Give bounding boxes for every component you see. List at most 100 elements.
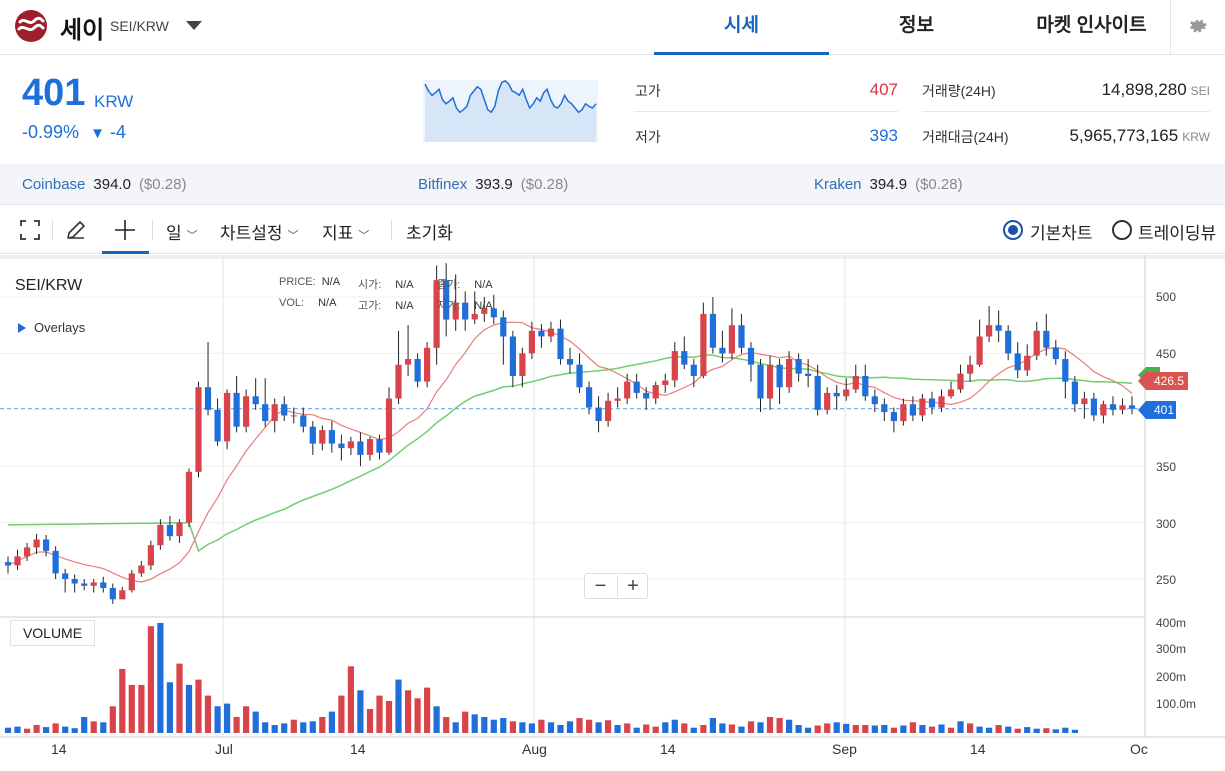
chart-symbol: SEI/KRW: [15, 277, 83, 294]
candlestick-chart[interactable]: [0, 255, 1225, 771]
candle-body: [347, 441, 354, 449]
candle: [1071, 375, 1078, 413]
x-tick: 14: [51, 741, 67, 757]
candle: [586, 381, 593, 415]
volume-bar: [243, 706, 250, 733]
candle-body: [128, 573, 135, 591]
overlays-toggle[interactable]: Overlays: [18, 320, 85, 335]
candle-body: [538, 330, 545, 337]
candle: [138, 560, 145, 577]
interval-dropdown[interactable]: 일 ﹀: [166, 219, 198, 244]
basic-chart-radio[interactable]: [1003, 220, 1023, 240]
chevron-down-icon[interactable]: [186, 21, 202, 30]
candle: [376, 434, 383, 460]
zoom-in-button[interactable]: +: [617, 575, 648, 597]
volume-bar: [157, 623, 164, 733]
volume-bar: [81, 717, 88, 733]
volume-bar: [71, 728, 78, 733]
candle-body: [1109, 404, 1117, 410]
basic-chart-label[interactable]: 기본차트: [1030, 224, 1093, 243]
volume-bar: [357, 690, 364, 733]
tab-market-insight[interactable]: 마켓 인사이트: [1036, 15, 1147, 36]
volume-bar: [204, 695, 212, 733]
tab-info[interactable]: 정보: [899, 15, 934, 36]
candle-body: [319, 430, 326, 444]
candle: [309, 421, 316, 455]
candle: [405, 325, 412, 376]
volume-bar: [919, 725, 926, 733]
candle: [576, 353, 583, 393]
volume-bar: [1052, 729, 1059, 733]
candle-body: [833, 392, 840, 397]
tradingview-radio[interactable]: [1112, 220, 1132, 240]
candle: [766, 355, 774, 410]
high-label: 고가: [635, 83, 661, 99]
chevron-down-icon: ﹀: [186, 230, 198, 242]
sei-logo-icon: [15, 10, 47, 42]
zoom-out-button[interactable]: −: [594, 575, 607, 597]
candle-body: [109, 588, 116, 600]
volume-24h-number: 14,898,280: [1101, 80, 1187, 99]
triangle-right-icon: [18, 323, 26, 333]
settings-button[interactable]: [1170, 0, 1225, 55]
volume-bar: [300, 722, 307, 733]
volume-bar: [138, 684, 145, 733]
candle-body: [671, 351, 678, 381]
volume-bar: [366, 709, 374, 733]
pencil-icon[interactable]: [64, 218, 88, 242]
exchange-coinbase[interactable]: Coinbase 394.0 ($0.28): [22, 176, 186, 193]
volume-24h-value: 14,898,280 SEI: [1040, 80, 1210, 100]
candle: [909, 396, 916, 422]
candle-body: [747, 347, 755, 365]
tradingview-label[interactable]: 트레이딩뷰: [1138, 224, 1217, 243]
overlays-label: Overlays: [34, 320, 86, 335]
exchange-bitfinex[interactable]: Bitfinex 393.9 ($0.28): [418, 176, 568, 193]
indicators-dropdown[interactable]: 지표 ﹀: [322, 219, 369, 244]
volume-bar: [728, 724, 735, 733]
volume-bar: [100, 722, 107, 733]
volume-bar: [1033, 728, 1040, 733]
volume-bar: [624, 723, 631, 733]
volume-bar: [967, 723, 974, 733]
candle-body: [1043, 330, 1050, 348]
exchange-kraken[interactable]: Kraken 394.9 ($0.28): [814, 176, 963, 193]
low-label: 저가: [635, 129, 661, 145]
turnover-24h-number: 5,965,773,165: [1069, 126, 1179, 145]
ohlc-open: 시가: N/A: [358, 276, 414, 292]
volume-bar: [119, 668, 126, 733]
candle-body: [995, 325, 1002, 331]
ohlc-value: N/A: [474, 279, 493, 291]
volume-bar: [1014, 728, 1021, 733]
candle-body: [490, 308, 497, 318]
volume-bar: [376, 695, 383, 733]
candle-body: [147, 545, 154, 566]
ohlc-low: 저가: N/A: [437, 297, 493, 313]
volume-bar: [643, 724, 650, 733]
candle: [366, 436, 374, 461]
candle: [500, 310, 507, 365]
candle: [195, 381, 202, 478]
candle-body: [766, 364, 774, 399]
crosshair-icon[interactable]: [113, 218, 137, 242]
volume-bar: [662, 722, 669, 733]
volume-bar: [385, 701, 393, 733]
candle-body: [928, 398, 936, 408]
candle: [928, 391, 936, 415]
candle-body: [471, 313, 478, 320]
volume-bar: [509, 721, 516, 733]
tab-price[interactable]: 시세: [654, 0, 829, 55]
candle: [443, 263, 450, 337]
y-tick: 450: [1156, 347, 1177, 361]
candle: [176, 519, 183, 543]
candle: [185, 468, 193, 528]
volume-bar: [24, 728, 31, 733]
volume-label: VOLUME: [10, 620, 95, 646]
reset-button[interactable]: 초기화: [406, 224, 453, 243]
candle: [90, 579, 97, 593]
chart-settings-dropdown[interactable]: 차트설정 ﹀: [220, 219, 299, 244]
candle-body: [947, 389, 955, 397]
candle: [986, 306, 993, 343]
volume-bar: [881, 725, 888, 733]
volume-bar: [681, 723, 688, 733]
fullscreen-icon[interactable]: [18, 218, 42, 242]
